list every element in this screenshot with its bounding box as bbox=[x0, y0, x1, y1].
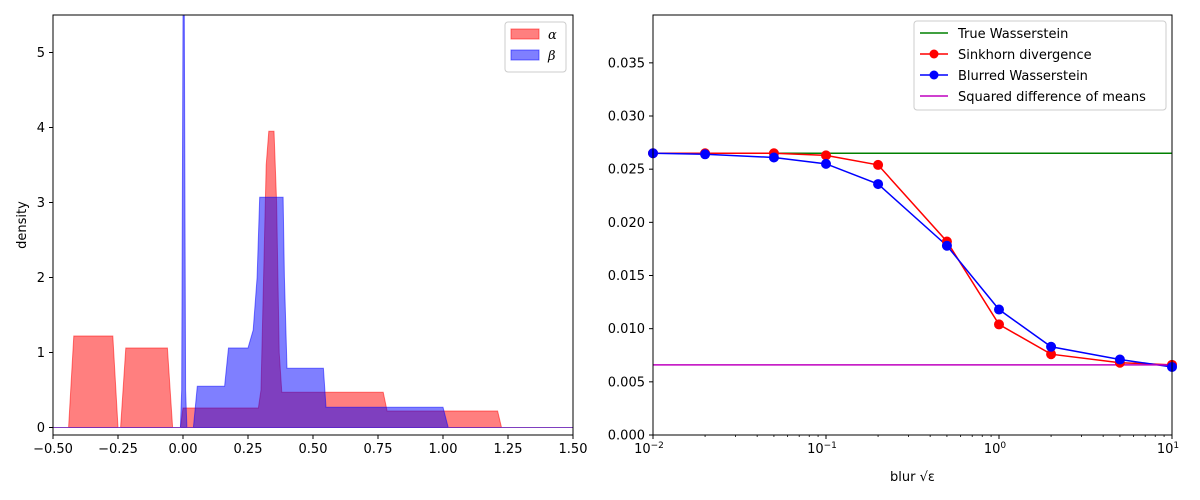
plot-area bbox=[53, 15, 573, 428]
legend-label: β bbox=[547, 49, 556, 64]
legend-label: Squared difference of means bbox=[958, 90, 1146, 105]
x-tick-label: 10−1 bbox=[807, 441, 837, 457]
wasserstein-panel: 10−2 10−1 100 101 0.000 0.005 0.010 0.015 0.020 0… bbox=[608, 14, 1179, 485]
legend-label: True Wasserstein bbox=[957, 27, 1068, 42]
marker-sinkhorn-divergence bbox=[994, 319, 1004, 330]
marker-blurred-wasserstein bbox=[1046, 341, 1057, 352]
x-tick-label: 101 bbox=[1157, 441, 1179, 457]
marker-blurred-wasserstein bbox=[768, 152, 779, 163]
marker-blurred-wasserstein bbox=[994, 304, 1004, 315]
plot-area bbox=[648, 148, 1177, 372]
y-tick-label: 4 bbox=[37, 121, 45, 136]
legend-box bbox=[913, 20, 1167, 111]
marker-blurred-wasserstein bbox=[873, 179, 884, 190]
x-tick-label: 10−2 bbox=[634, 441, 664, 457]
marker-blurred-wasserstein bbox=[941, 240, 952, 251]
y-tick-label: 2 bbox=[37, 271, 45, 286]
line-series-sinkhorn-divergence bbox=[653, 152, 1172, 366]
legend-swatch bbox=[510, 49, 540, 61]
legend-label: Blurred Wasserstein bbox=[958, 69, 1088, 84]
density-panel: −0.50 −0.25 0.00 0.25 0.50 0.75 1.00 1.25 1.50 0 1… bbox=[15, 14, 588, 457]
y-tick-label: 0.005 bbox=[608, 375, 645, 390]
y-tick-label: 5 bbox=[37, 46, 45, 61]
y-tick-label: 0.015 bbox=[608, 269, 645, 284]
legend-label: Sinkhorn divergence bbox=[958, 48, 1092, 63]
y-tick-label: 0 bbox=[37, 421, 45, 436]
y-tick-label: 0.035 bbox=[608, 56, 645, 71]
x-axis-label: blur √ε bbox=[890, 470, 935, 485]
y-tick-label: 0.020 bbox=[608, 216, 645, 231]
legend-marker bbox=[929, 70, 939, 80]
y-tick-label: 0.025 bbox=[608, 163, 645, 178]
x-tick-label: 0.75 bbox=[364, 442, 393, 457]
x-tick-label: 0.00 bbox=[169, 442, 198, 457]
x-tick-label: 0.50 bbox=[299, 442, 328, 457]
legend-marker bbox=[929, 49, 939, 59]
x-tick-label: 1.25 bbox=[494, 442, 523, 457]
marker-blurred-wasserstein bbox=[1114, 354, 1125, 365]
marker-sinkhorn-divergence bbox=[873, 159, 884, 170]
y-tick-label: 0.030 bbox=[608, 110, 645, 125]
line-series-blurred-wasserstein bbox=[653, 152, 1172, 368]
x-tick-label: 1.50 bbox=[559, 442, 588, 457]
y-tick-label: 1 bbox=[37, 346, 45, 361]
series-lines bbox=[653, 152, 1172, 368]
x-tick-label: 0.25 bbox=[234, 442, 263, 457]
axes-frame bbox=[652, 14, 1173, 436]
x-tick-label: 100 bbox=[984, 441, 1007, 457]
marker-sinkhorn-divergence bbox=[821, 150, 831, 161]
x-tick-label: −0.50 bbox=[33, 442, 73, 457]
y-tick-label: 0.000 bbox=[608, 429, 645, 444]
y-axis-label: density bbox=[15, 201, 30, 249]
marker-blurred-wasserstein bbox=[700, 149, 711, 160]
legend-swatch bbox=[510, 28, 540, 40]
y-tick-label: 3 bbox=[37, 196, 45, 211]
marker-blurred-wasserstein bbox=[821, 158, 831, 169]
legend-label: α bbox=[548, 28, 557, 43]
x-tick-label: −0.25 bbox=[98, 442, 138, 457]
x-tick-label: 1.00 bbox=[429, 442, 458, 457]
y-tick-label: 0.010 bbox=[608, 322, 645, 337]
area-series-beta bbox=[53, 15, 573, 428]
